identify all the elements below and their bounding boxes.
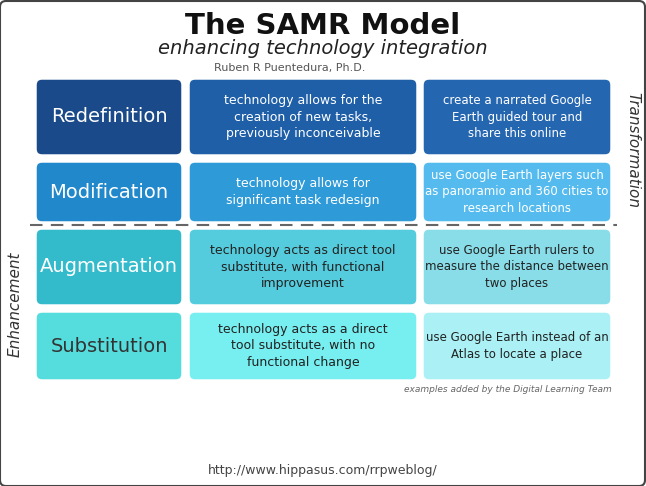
FancyBboxPatch shape — [422, 311, 612, 381]
FancyBboxPatch shape — [35, 161, 183, 223]
FancyBboxPatch shape — [422, 228, 612, 306]
Text: enhancing technology integration: enhancing technology integration — [158, 39, 488, 58]
Text: technology allows for
significant task redesign: technology allows for significant task r… — [226, 177, 380, 207]
FancyBboxPatch shape — [422, 161, 612, 223]
FancyBboxPatch shape — [188, 78, 418, 156]
Text: technology acts as a direct
tool substitute, with no
functional change: technology acts as a direct tool substit… — [218, 323, 388, 369]
Text: Enhancement: Enhancement — [8, 252, 23, 357]
FancyBboxPatch shape — [35, 228, 183, 306]
Text: Ruben R Puentedura, Ph.D.: Ruben R Puentedura, Ph.D. — [214, 63, 366, 73]
Text: Modification: Modification — [50, 183, 169, 202]
FancyBboxPatch shape — [35, 311, 183, 381]
Text: use Google Earth instead of an
Atlas to locate a place: use Google Earth instead of an Atlas to … — [426, 331, 609, 361]
FancyBboxPatch shape — [35, 78, 183, 156]
FancyBboxPatch shape — [188, 228, 418, 306]
Text: technology allows for the
creation of new tasks,
previously inconceivable: technology allows for the creation of ne… — [224, 94, 382, 140]
FancyBboxPatch shape — [422, 78, 612, 156]
Text: use Google Earth layers such
as panoramio and 360 cities to
research locations: use Google Earth layers such as panorami… — [425, 169, 609, 215]
Text: use Google Earth rulers to
measure the distance between
two places: use Google Earth rulers to measure the d… — [425, 244, 609, 290]
Text: Substitution: Substitution — [50, 336, 168, 355]
Text: The SAMR Model: The SAMR Model — [185, 12, 461, 40]
Text: Redefinition: Redefinition — [50, 107, 167, 126]
Text: http://www.hippasus.com/rrpweblog/: http://www.hippasus.com/rrpweblog/ — [208, 464, 438, 476]
FancyBboxPatch shape — [188, 161, 418, 223]
Text: Augmentation: Augmentation — [40, 258, 178, 277]
Text: create a narrated Google
Earth guided tour and
share this online: create a narrated Google Earth guided to… — [443, 94, 592, 140]
Text: examples added by the Digital Learning Team: examples added by the Digital Learning T… — [404, 385, 612, 394]
Text: technology acts as direct tool
substitute, with functional
improvement: technology acts as direct tool substitut… — [210, 244, 396, 290]
FancyBboxPatch shape — [188, 311, 418, 381]
Text: Transformation: Transformation — [625, 92, 640, 208]
